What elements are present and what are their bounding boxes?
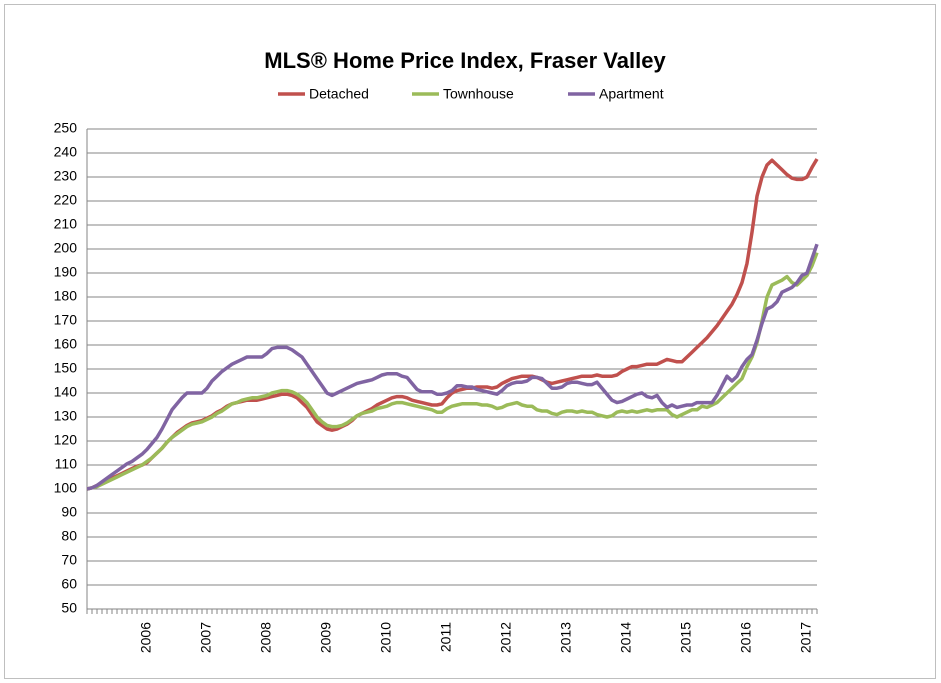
x-tick-label: 2009 [318,622,334,653]
x-tick-label: 2014 [618,622,634,653]
y-tick-label: 120 [54,432,78,448]
y-tick-label: 250 [54,120,78,136]
y-tick-label: 100 [54,480,78,496]
legend-label: Detached [309,86,369,102]
x-tick-label: 2017 [798,622,814,653]
x-tick-label: 2016 [738,622,754,653]
y-tick-label: 80 [61,528,77,544]
y-tick-label: 150 [54,360,78,376]
x-tick-label: 2012 [498,622,514,653]
y-tick-label: 200 [54,240,78,256]
legend-label: Townhouse [443,86,514,102]
chart-frame [4,4,936,679]
y-tick-label: 220 [54,192,78,208]
y-tick-label: 130 [54,408,78,424]
x-tick-label: 2010 [378,622,394,653]
chart-title: MLS® Home Price Index, Fraser Valley [264,48,666,73]
y-tick-label: 170 [54,312,78,328]
series-line [86,243,819,491]
y-tick-label: 90 [61,504,77,520]
x-tick-label: 2006 [138,622,154,653]
series-line [86,251,819,491]
x-tick-label: 2008 [258,622,274,653]
y-tick-label: 180 [54,288,78,304]
y-tick-label: 240 [54,144,78,160]
y-tick-label: 50 [61,600,77,616]
x-tick-label: 2015 [678,622,694,653]
y-tick-label: 190 [54,264,78,280]
x-tick-label: 2011 [438,622,454,652]
y-tick-label: 160 [54,336,78,352]
y-tick-label: 70 [61,552,77,568]
legend-label: Apartment [599,86,664,102]
y-tick-label: 210 [54,216,78,232]
y-tick-label: 110 [55,456,78,472]
x-tick-label: 2007 [198,622,214,653]
y-tick-label: 230 [54,168,78,184]
y-tick-label: 140 [54,384,78,400]
x-tick-label: 2013 [558,622,574,653]
y-tick-label: 60 [61,576,77,592]
